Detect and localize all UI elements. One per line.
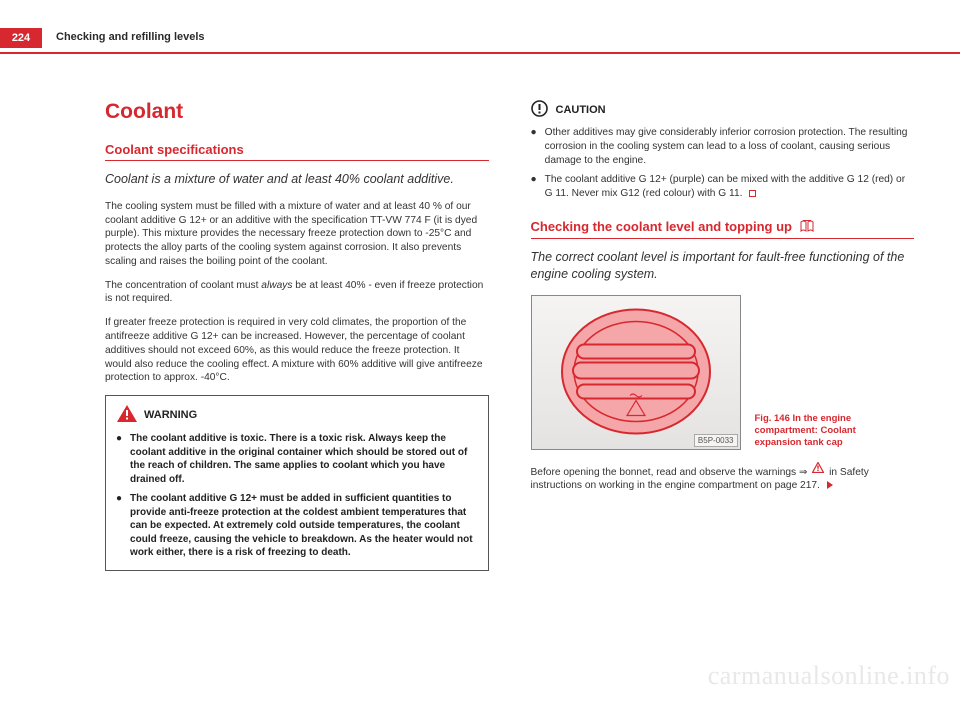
warning-title: WARNING (144, 409, 197, 421)
coolant-spec-p3: If greater freeze protection is required… (105, 316, 489, 385)
not-all-models-icon (800, 220, 814, 235)
warning-item-1: ● The coolant additive is toxic. There i… (116, 432, 478, 486)
coolant-spec-p1: The cooling system must be filled with a… (105, 200, 489, 269)
after-figure-text: Before opening the bonnet, read and obse… (531, 462, 915, 493)
warning-triangle-icon (116, 404, 138, 426)
figure-caption: Fig. 146 In the engine compartment: Cool… (755, 413, 885, 450)
left-column: Coolant Coolant specifications Coolant i… (105, 100, 489, 571)
section-title: Checking and refilling levels (56, 31, 205, 43)
caution-item-2-text: The coolant additive G 12+ (purple) can … (545, 174, 905, 199)
page-header: 224 Checking and refilling levels (0, 0, 960, 52)
bullet-icon: ● (116, 432, 122, 486)
figure-label: B5P-0033 (694, 434, 738, 447)
bullet-icon: ● (531, 126, 537, 167)
continued-arrow-icon (827, 481, 833, 489)
page-number: 224 (0, 28, 42, 48)
coolant-spec-lead: Coolant is a mixture of water and at lea… (105, 171, 489, 188)
bullet-icon: ● (531, 173, 537, 201)
caution-title-row: CAUTION (531, 100, 915, 120)
watermark: carmanualsonline.info (708, 661, 950, 691)
caution-circle-icon (531, 100, 548, 120)
figure-image: B5P-0033 (531, 295, 741, 450)
coolant-cap-illustration (551, 305, 721, 440)
figure-row: B5P-0033 Fig. 146 In the engine compartm… (531, 295, 915, 450)
content-area: Coolant Coolant specifications Coolant i… (105, 100, 914, 571)
bullet-icon: ● (116, 492, 122, 560)
subheading-check-level: Checking the coolant level and topping u… (531, 219, 915, 239)
caution-item-2: ● The coolant additive G 12+ (purple) ca… (531, 173, 915, 201)
caution-item-1: ● Other additives may give considerably … (531, 126, 915, 167)
after-fig-a: Before opening the bonnet, read and obse… (531, 466, 811, 477)
subheading-coolant-spec: Coolant specifications (105, 142, 489, 161)
caution-block: CAUTION ● Other additives may give consi… (531, 100, 915, 201)
inline-warning-triangle-icon (812, 462, 824, 478)
warning-item-2-text: The coolant additive G 12+ must be added… (130, 492, 477, 560)
warning-box: WARNING ● The coolant additive is toxic.… (105, 395, 489, 571)
p2-em: always (261, 280, 292, 291)
caution-item-1-text: Other additives may give considerably in… (545, 126, 914, 167)
heading-coolant: Coolant (105, 100, 489, 124)
header-rule (0, 52, 960, 54)
warning-title-row: WARNING (116, 404, 478, 426)
end-of-note-icon (749, 190, 756, 197)
warning-item-1-text: The coolant additive is toxic. There is … (130, 432, 477, 486)
check-level-lead: The correct coolant level is important f… (531, 249, 915, 283)
subheading-check-level-text: Checking the coolant level and topping u… (531, 219, 792, 234)
caution-title: CAUTION (556, 104, 606, 116)
coolant-spec-p2: The concentration of coolant must always… (105, 279, 489, 307)
warning-item-2: ● The coolant additive G 12+ must be add… (116, 492, 478, 560)
p2-a: The concentration of coolant must (105, 280, 261, 291)
right-column: CAUTION ● Other additives may give consi… (531, 100, 915, 571)
